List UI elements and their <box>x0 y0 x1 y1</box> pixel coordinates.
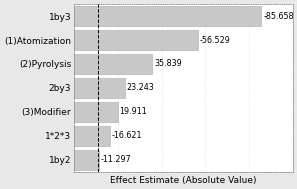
Text: 19.911: 19.911 <box>119 107 147 116</box>
Bar <box>74 30 198 50</box>
Text: -11.297: -11.297 <box>100 155 131 164</box>
Text: 23.243: 23.243 <box>127 83 154 92</box>
Bar <box>74 126 110 146</box>
Bar <box>74 102 118 122</box>
Text: -85.658: -85.658 <box>263 12 294 21</box>
Bar <box>74 54 152 74</box>
Text: -16.621: -16.621 <box>112 131 143 140</box>
Bar <box>74 150 99 170</box>
Text: 35.839: 35.839 <box>154 60 182 68</box>
Bar <box>74 78 125 98</box>
Bar <box>74 6 261 26</box>
Text: -56.529: -56.529 <box>199 36 230 45</box>
X-axis label: Effect Estimate (Absolute Value): Effect Estimate (Absolute Value) <box>110 176 257 185</box>
